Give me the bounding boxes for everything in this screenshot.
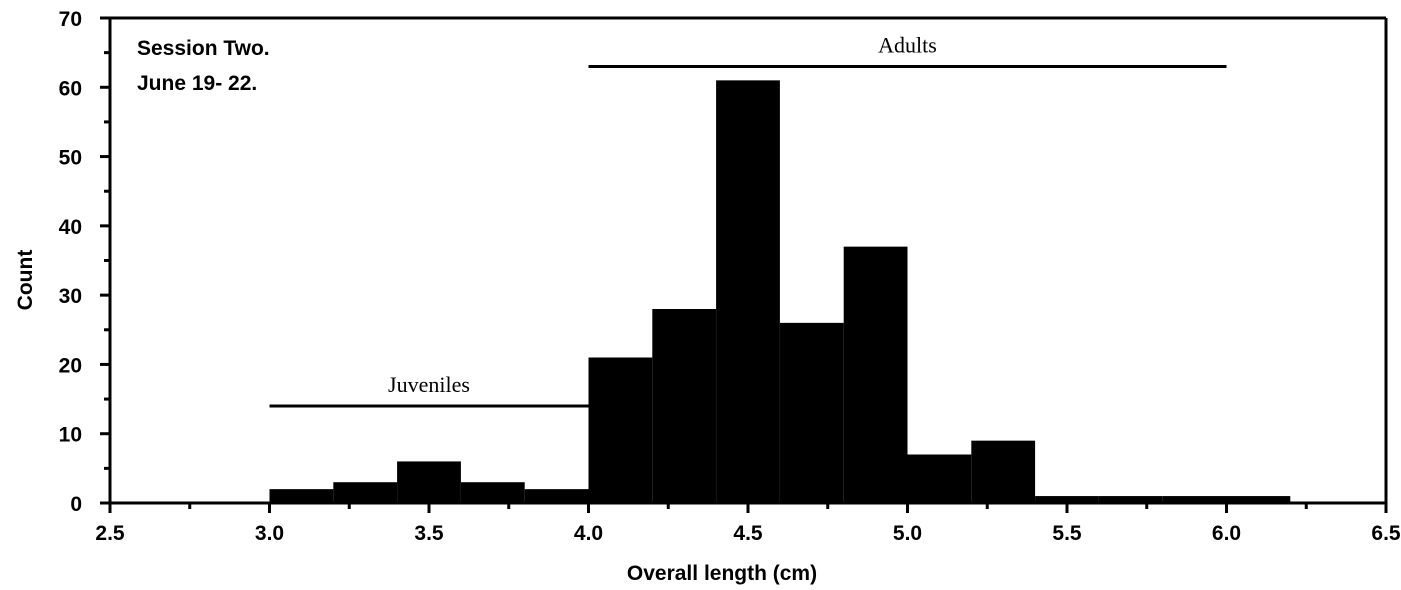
annotation-label-1: Adults: [878, 33, 937, 58]
histogram-bar-14: [1162, 496, 1227, 503]
histogram-bar-7: [716, 80, 780, 503]
x-tick-label-3: 4.0: [574, 522, 603, 545]
y-tick-label-6: 60: [59, 77, 82, 100]
x-tick-label-4: 4.5: [733, 522, 763, 545]
y-tick-label-3: 30: [59, 285, 82, 308]
histogram-bar-3: [460, 482, 525, 503]
x-axis-label: Overall length (cm): [627, 562, 817, 585]
y-axis-label: Count: [14, 250, 37, 311]
histogram-bar-10: [907, 454, 972, 503]
histogram-bar-0: [269, 489, 334, 503]
histogram-bar-1: [333, 482, 398, 503]
histogram-bar-15: [1226, 496, 1291, 503]
x-tick-label-0: 2.5: [95, 522, 125, 545]
title-line-1: Session Two.: [137, 37, 270, 60]
x-tick-label-2: 3.5: [414, 522, 444, 545]
ticks-group: 0 10 20 30 40 50 60 70 2.5 3.0 3.5 4.0 4.5 5.0 5.5 6.0 6…: [59, 8, 1401, 545]
histogram-bar-4: [524, 489, 589, 503]
annotations-group: Juveniles Adults: [269, 33, 1227, 408]
histogram-bar-8: [779, 322, 844, 503]
y-tick-label-5: 50: [59, 147, 82, 170]
y-tick-label-0: 0: [70, 493, 82, 516]
x-tick-label-6: 5.5: [1052, 522, 1082, 545]
y-tick-label-1: 10: [59, 424, 82, 447]
x-tick-label-5: 5.0: [893, 522, 922, 545]
y-tick-label-7: 70: [59, 8, 82, 31]
bars-group: [269, 80, 1291, 503]
title-line-2: June 19- 22.: [137, 72, 257, 95]
x-tick-label-8: 6.5: [1371, 522, 1401, 545]
x-tick-label-1: 3.0: [255, 522, 284, 545]
y-tick-label-4: 40: [59, 216, 82, 239]
histogram-bar-11: [971, 440, 1036, 503]
histogram-bar-13: [1098, 496, 1163, 503]
histogram-bar-5: [588, 357, 653, 503]
histogram-bar-6: [652, 309, 717, 503]
histogram-bar-2: [397, 461, 461, 503]
x-tick-label-7: 6.0: [1212, 522, 1241, 545]
histogram-bar-12: [1035, 496, 1099, 503]
annotation-label-0: Juveniles: [388, 372, 470, 397]
y-tick-label-2: 20: [59, 354, 82, 377]
histogram-bar-9: [843, 246, 908, 503]
